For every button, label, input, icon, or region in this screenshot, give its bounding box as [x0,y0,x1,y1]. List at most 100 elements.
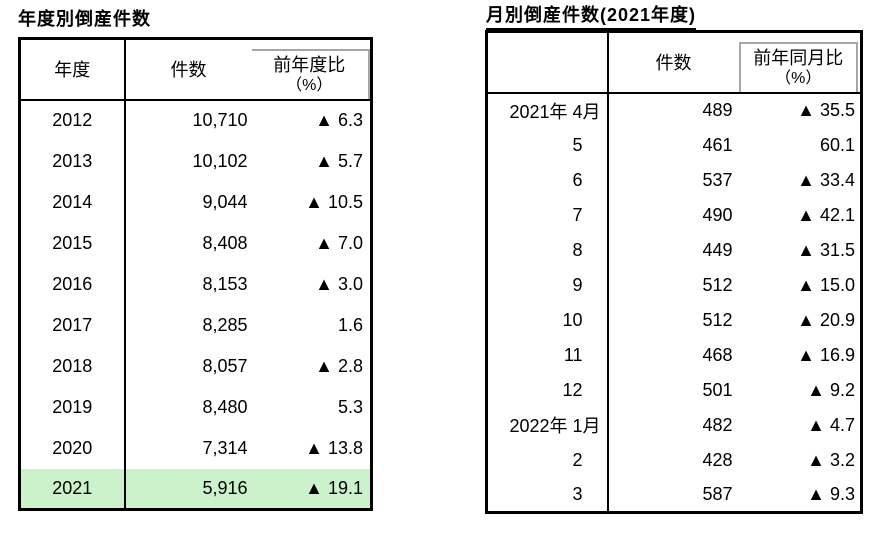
yoy-cell: 1.6 [337,314,363,335]
year-cell: 2021 [19,468,126,510]
yoy-cell: ▲ 42.1 [797,204,855,225]
yoy-header-label: 前年度比 [273,54,346,75]
table-row: 2017 8,285 1.6 [19,304,372,346]
table-row: 3 587 ▲ 9.3 [486,477,862,513]
month-year-label: 2022年 [509,416,568,436]
count-cell: 8,153 [202,273,248,294]
yoy-cell: ▲ 16.9 [797,344,855,365]
month-number: 8 [572,239,583,260]
yoy-cell: 60.1 [819,134,855,155]
month-number: 7 [572,204,583,225]
count-cell: 428 [702,449,733,470]
yoy-cell: ▲ 5.7 [315,150,363,171]
year-cell: 2012 [19,99,126,141]
count-cell: 10,710 [192,110,248,130]
month-number: 3 [572,483,583,504]
count-cell: 490 [702,204,733,225]
month-suffix: 月 [582,101,601,122]
year-cell: 2014 [19,181,126,223]
month-number: 12 [562,379,583,400]
monthly-header-month [486,31,609,94]
year-cell: 2016 [19,263,126,305]
yoy-cell: ▲ 31.5 [797,239,855,260]
yoy-cell: ▲ 15.0 [797,274,855,295]
count-cell: 482 [702,414,733,435]
month-cell: 5 [486,127,609,163]
yoy-cell: ▲ 3.0 [315,273,363,294]
monthly-table: 件数 前年同月比 （%） 2021年 4月 489 ▲ 35.5 5 461 60.1 6… [485,30,863,514]
yoy-cell: ▲ 3.2 [807,449,855,470]
yoy-cell: 5.3 [337,396,363,417]
yoy-header-label: 前年同月比 [753,47,844,68]
table-row: 2012 10,710 ▲ 6.3 [19,99,372,141]
count-cell: 8,285 [202,314,248,335]
count-cell: 501 [702,379,733,400]
month-number: 4 [572,101,583,122]
month-number: 1 [572,416,583,436]
count-cell: 489 [702,100,733,120]
yoy-cell: ▲ 2.8 [315,355,363,376]
yoy-cell: ▲ 13.8 [305,437,363,458]
yoy-cell: ▲ 4.7 [807,414,855,435]
month-cell: 12 [486,372,609,408]
count-cell: 537 [702,169,733,190]
table-row: 2019 8,480 5.3 [19,386,372,428]
table-row: 2014 9,044 ▲ 10.5 [19,181,372,223]
month-suffix: 月 [582,416,601,436]
table-row: 2 428 ▲ 3.2 [486,442,862,478]
table-row: 2015 8,408 ▲ 7.0 [19,222,372,264]
monthly-table-title: 月別倒産件数(2021年度) [486,1,697,30]
year-cell: 2015 [19,222,126,264]
table-row: 2021年 4月 489 ▲ 35.5 [486,92,862,128]
month-number: 11 [563,344,583,365]
month-cell: 2022年 1月 [486,407,609,443]
year-cell: 2013 [19,140,126,182]
month-cell: 9 [486,267,609,303]
monthly-header-yoy: 前年同月比 （%） [738,31,862,94]
month-cell: 11 [486,337,609,373]
count-cell: 7,314 [202,437,248,458]
yoy-cell: ▲ 19.1 [251,468,372,510]
month-number: 9 [572,274,583,295]
month-number: 10 [562,309,583,330]
year-cell: 2019 [19,386,126,428]
table-row-highlighted: 2021 5,916 ▲ 19.1 [19,468,372,510]
count-cell: 512 [702,309,733,330]
yoy-cell: ▲ 6.3 [315,110,363,130]
year-cell: 2017 [19,304,126,346]
annual-header-year: 年度 [19,38,126,101]
month-cell: 8 [486,232,609,268]
table-row: 9 512 ▲ 15.0 [486,267,862,303]
month-cell: 7 [486,197,609,233]
annual-header-count: 件数 [124,38,252,101]
table-row: 2022年 1月 482 ▲ 4.7 [486,407,862,443]
yoy-cell: ▲ 33.4 [797,169,855,190]
table-row: 5 461 60.1 [486,127,862,163]
table-row: 8 449 ▲ 31.5 [486,232,862,268]
count-cell: 468 [702,344,733,365]
count-cell: 512 [702,274,733,295]
table-row: 6 537 ▲ 33.4 [486,162,862,198]
count-cell: 9,044 [202,191,248,212]
count-cell: 461 [702,134,733,155]
annual-header-row: 年度 件数 前年度比 （%） [19,38,372,101]
table-row: 2020 7,314 ▲ 13.8 [19,427,372,469]
month-cell: 10 [486,302,609,338]
annual-table: 年度 件数 前年度比 （%） 2012 10,710 ▲ 6.3 2013 10,10… [18,37,373,511]
monthly-header-count: 件数 [607,31,739,94]
year-cell: 2020 [19,427,126,469]
count-cell: 8,408 [202,232,248,253]
count-cell: 8,480 [202,396,248,417]
year-cell: 2018 [19,345,126,387]
annual-header-yoy: 前年度比 （%） [251,38,372,101]
annual-table-title: 年度別倒産件数 [18,9,151,29]
yoy-header-box: 前年同月比 （%） [738,42,858,91]
monthly-header-row: 件数 前年同月比 （%） [486,31,862,94]
yoy-cell: ▲ 9.3 [807,483,855,504]
month-number: 6 [572,169,583,190]
yoy-cell: ▲ 9.2 [807,379,855,400]
month-cell: 3 [486,477,609,513]
table-row: 2018 8,057 ▲ 2.8 [19,345,372,387]
yoy-cell: ▲ 35.5 [797,100,855,120]
